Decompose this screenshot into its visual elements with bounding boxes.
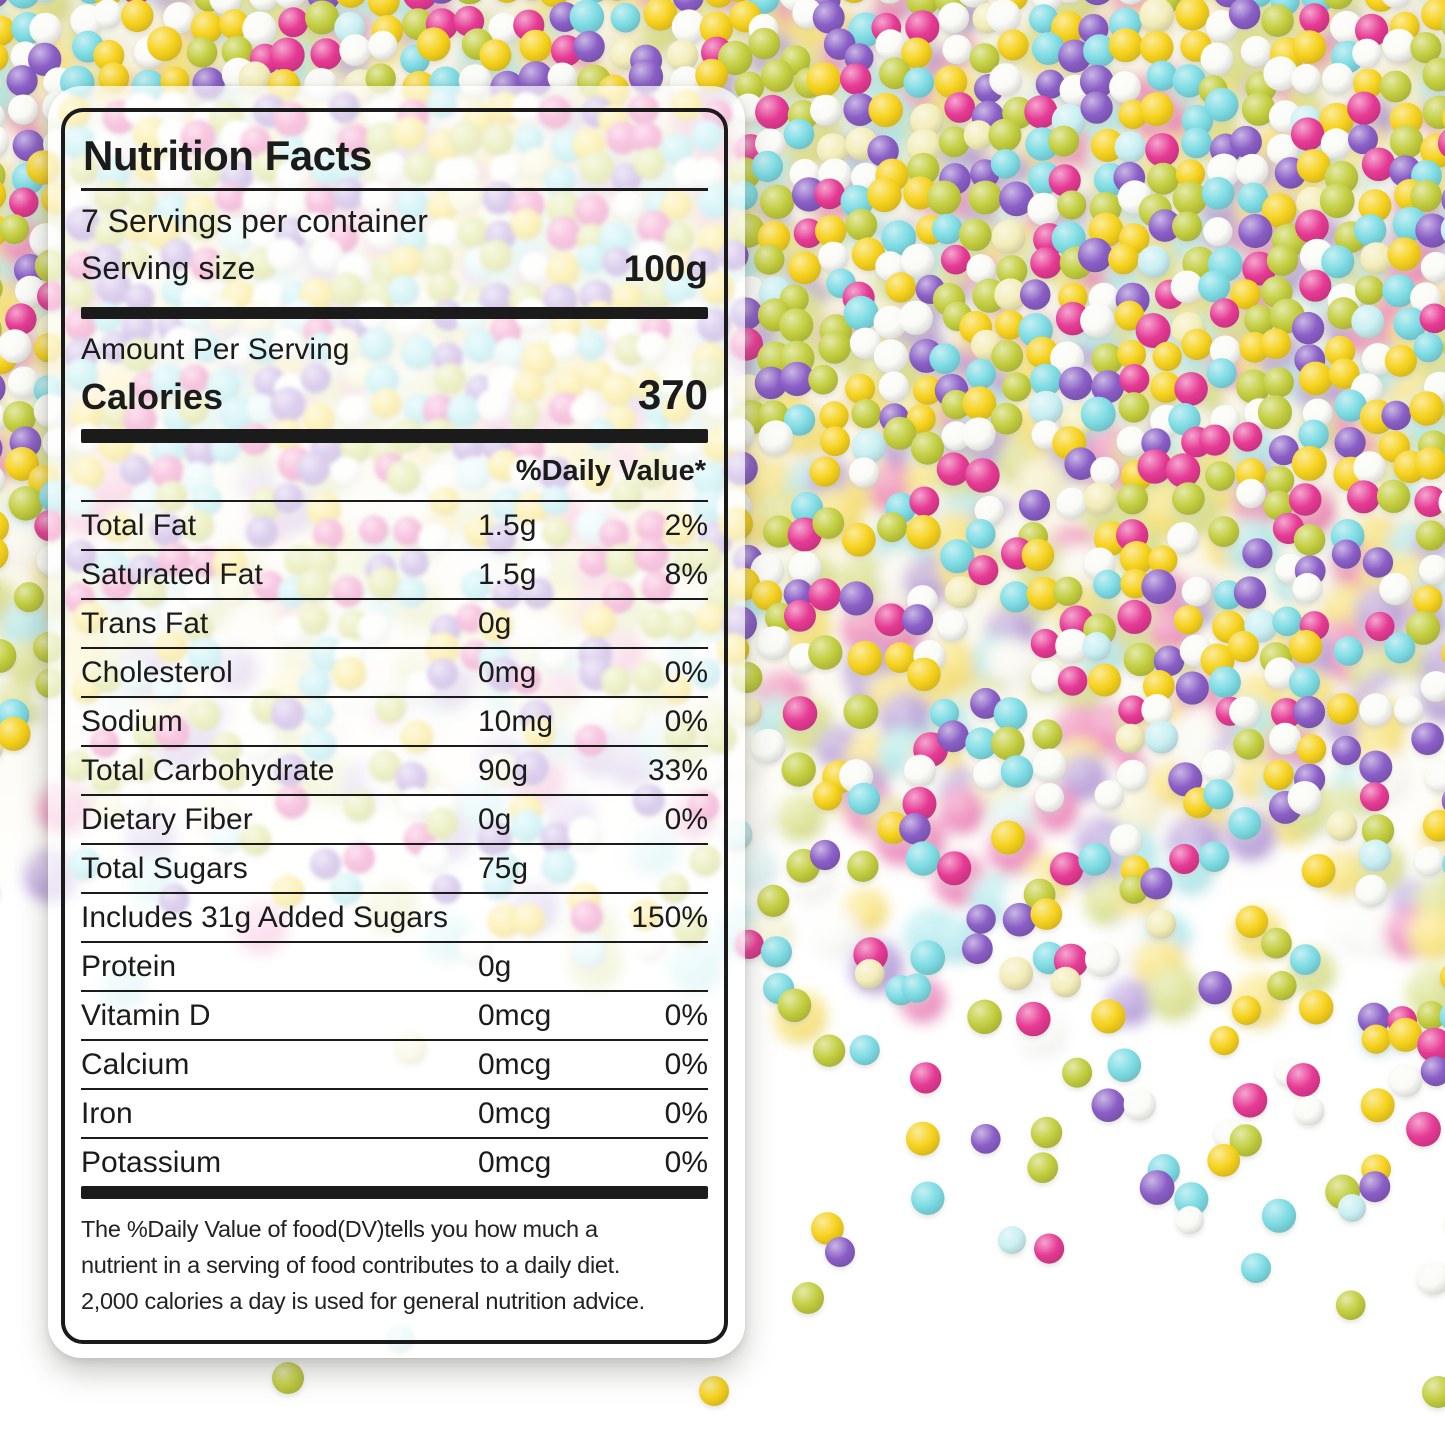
- nutrient-daily-value: 8%: [664, 557, 708, 591]
- nutrition-label-border: Nutrition Facts 7 Servings per container…: [61, 108, 728, 1344]
- nutrient-amount: 0mcg: [478, 1096, 552, 1130]
- nutrient-name: Cholesterol: [81, 655, 233, 689]
- nutrient-row: Total Carbohydrate 90g 33%: [81, 745, 708, 794]
- nutrient-row: Cholesterol 0mg 0%: [81, 647, 708, 696]
- nutrient-amount: 75g: [478, 851, 529, 885]
- nutrient-row: Total Fat 1.5g 2%: [81, 500, 708, 549]
- thick-divider: [81, 1186, 708, 1200]
- nutrient-name: Protein: [81, 949, 177, 983]
- nutrient-daily-value: 0%: [664, 1047, 708, 1081]
- nutrient-amount: 0g: [478, 606, 512, 640]
- nutrient-name: Saturated Fat: [81, 557, 263, 591]
- nutrient-amount: 0mcg: [478, 1047, 552, 1081]
- nutrient-row: Vitamin D 0mcg 0%: [81, 990, 708, 1039]
- title-divider: [81, 188, 708, 192]
- nutrient-name: Potassium: [81, 1145, 222, 1179]
- nutrient-row: Protein 0g: [81, 941, 708, 990]
- nutrient-amount: 0mcg: [478, 998, 552, 1032]
- nutrient-row: Iron 0mcg 0%: [81, 1088, 708, 1137]
- nutrient-daily-value: 150%: [631, 900, 708, 934]
- thick-divider: [81, 307, 708, 320]
- nutrient-name: Trans Fat: [81, 606, 209, 640]
- nutrient-daily-value: 33%: [647, 753, 708, 787]
- nutrient-row: Potassium 0mcg 0%: [81, 1137, 708, 1186]
- nutrient-name: Total Fat: [81, 508, 197, 542]
- footnote: The %Daily Value of food(DV)tells you ho…: [81, 1216, 645, 1315]
- nutrient-name: Includes 31g Added Sugars: [81, 900, 448, 934]
- label-title: Nutrition Facts: [83, 132, 372, 179]
- thick-divider: [81, 429, 708, 444]
- nutrient-amount: 1.5g: [478, 557, 537, 591]
- nutrient-amount: 0g: [478, 802, 512, 836]
- calories-value: 370: [637, 371, 708, 419]
- nutrient-name: Iron: [81, 1096, 133, 1130]
- nutrient-row: Calcium 0mcg 0%: [81, 1039, 708, 1088]
- nutrient-daily-value: 0%: [664, 655, 708, 689]
- daily-value-header: %Daily Value*: [515, 455, 706, 488]
- calories-label: Calories: [81, 376, 224, 418]
- serving-size-value: 100g: [623, 247, 708, 289]
- nutrient-amount: 1.5g: [478, 508, 537, 542]
- nutrient-name: Vitamin D: [81, 998, 211, 1032]
- nutrient-amount: 90g: [478, 753, 529, 787]
- nutrient-row: Total Sugars 75g: [81, 843, 708, 892]
- nutrient-amount: 10mg: [478, 704, 554, 738]
- nutrient-row: Dietary Fiber 0g 0%: [81, 794, 708, 843]
- nutrient-daily-value: 0%: [664, 1096, 708, 1130]
- nutrient-amount: 0mg: [478, 655, 537, 689]
- amount-per-serving-label: Amount Per Serving: [81, 333, 350, 367]
- nutrient-daily-value: 0%: [664, 704, 708, 738]
- nutrient-row: Sodium 10mg 0%: [81, 696, 708, 745]
- nutrient-amount: 0mcg: [478, 1145, 552, 1179]
- nutrient-daily-value: 0%: [664, 998, 708, 1032]
- nutrient-rows: Total Fat 1.5g 2% Saturated Fat 1.5g 8% …: [81, 500, 708, 1186]
- servings-per-container: 7 Servings per container: [81, 203, 428, 240]
- calories-row: Calories 370: [81, 371, 708, 419]
- nutrient-amount: 0g: [478, 949, 512, 983]
- nutrient-name: Sodium: [81, 704, 183, 738]
- nutrient-row: Saturated Fat 1.5g 8%: [81, 549, 708, 598]
- nutrient-daily-value: 0%: [664, 802, 708, 836]
- nutrient-name: Total Sugars: [81, 851, 248, 885]
- nutrient-row: Trans Fat 0g: [81, 598, 708, 647]
- nutrient-name: Dietary Fiber: [81, 802, 253, 836]
- serving-size-label: Serving size: [81, 250, 256, 287]
- nutrient-name: Calcium: [81, 1047, 190, 1081]
- nutrient-daily-value: 0%: [664, 1145, 708, 1179]
- serving-size-row: Serving size 100g: [81, 246, 708, 291]
- nutrition-label-card: Nutrition Facts 7 Servings per container…: [48, 86, 745, 1358]
- nutrient-row: Includes 31g Added Sugars 150%: [81, 892, 708, 941]
- nutrient-daily-value: 2%: [664, 508, 708, 542]
- nutrient-name: Total Carbohydrate: [81, 753, 335, 787]
